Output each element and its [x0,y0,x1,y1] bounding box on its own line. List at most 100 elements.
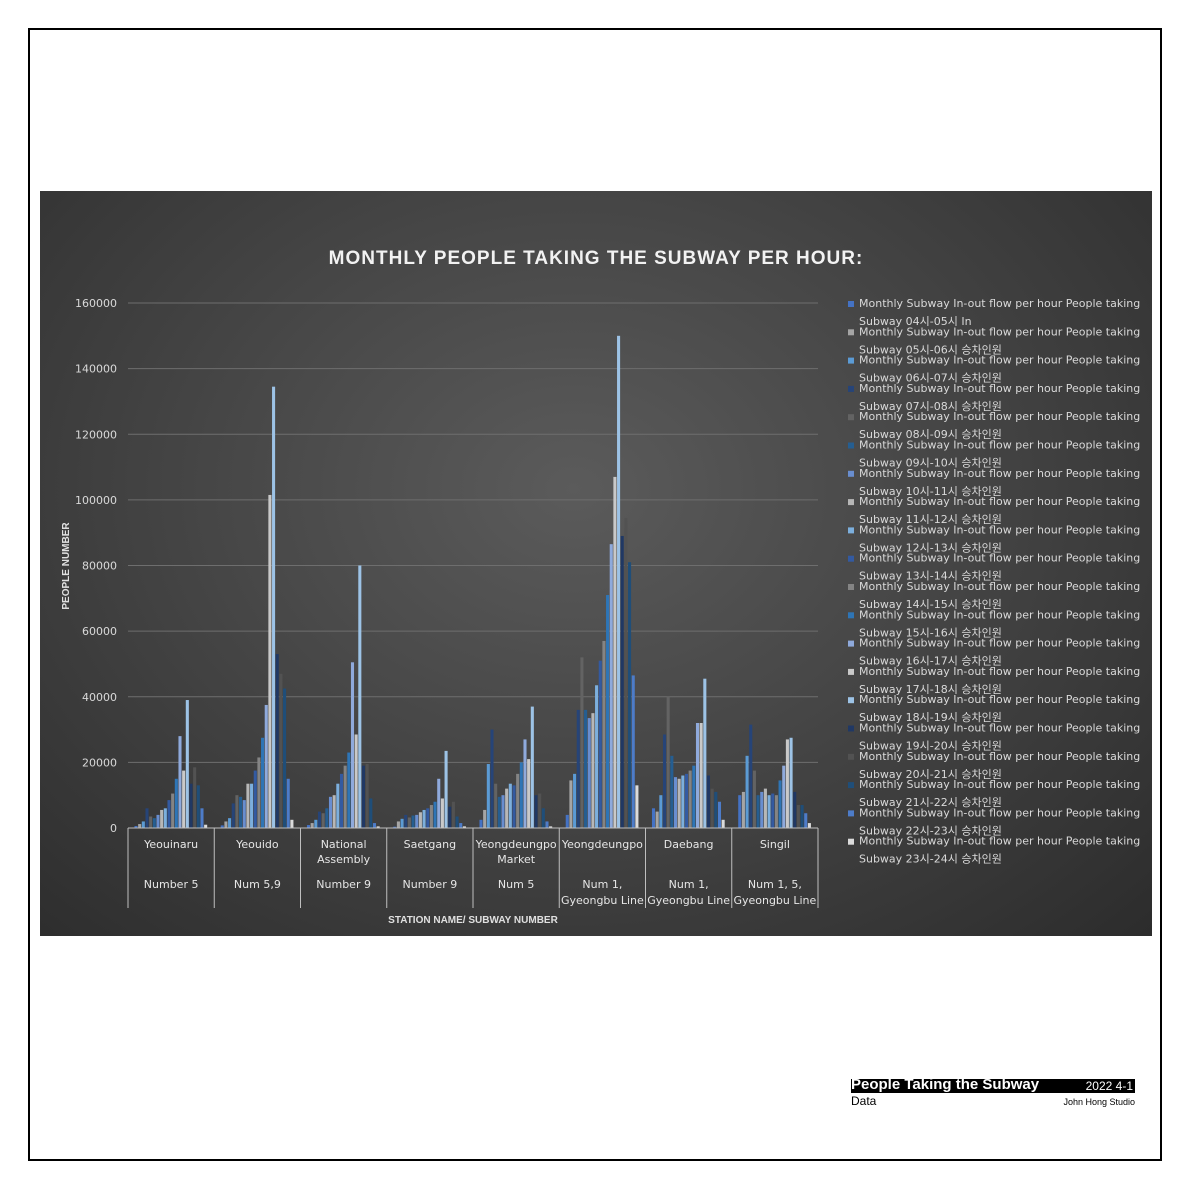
legend-swatch [848,385,854,392]
bar [235,795,239,828]
bar [714,791,718,828]
bar [174,778,178,828]
bar [706,775,711,828]
x-subcategory-label: Num 1, [669,878,709,891]
bar [418,812,422,828]
legend-entry: Monthly Subway In-out flow per hour Peop… [859,439,1140,452]
bar [749,724,753,828]
bar [163,808,167,828]
y-tick-label: 120000 [75,428,117,441]
bar [659,795,663,828]
bar [549,826,553,828]
x-tick-label: Yeongdeungpo [475,838,557,851]
bar [651,808,656,828]
bar [516,773,520,828]
legend-entry-sub: Subway 19시-20시 승차인원 [859,740,1002,753]
bar [688,770,692,828]
bar [512,785,516,828]
caption-date: 2022 4-1 [1085,1079,1133,1093]
bar [738,795,742,828]
legend-entry: Monthly Subway In-out flow per hour Peop… [859,806,1140,819]
bar [332,795,336,828]
bar [339,773,344,828]
x-subcategory-label: Num 5,9 [234,878,281,891]
legend-entry-sub: Subway 14시-15시 승차인원 [859,598,1002,611]
bar [760,791,764,828]
bar [415,814,419,829]
bar [538,793,542,828]
bar [782,765,786,828]
legend-swatch [848,612,854,619]
bar [545,821,549,828]
legend-entry: Monthly Subway In-out flow per hour Peop… [859,354,1140,367]
legend-entry: Monthly Subway In-out flow per hour Peop… [859,693,1140,706]
bar [231,803,235,828]
bar [789,737,793,828]
bar [451,801,455,828]
x-tick-label: National [321,838,367,851]
bar [598,660,602,828]
caption-subtitle: Data [851,1094,877,1108]
bar [149,816,153,828]
legend-swatch [848,782,854,789]
bar [717,801,722,828]
legend-entry: Monthly Subway In-out flow per hour Peop… [859,552,1140,565]
bar [178,736,182,829]
bar [624,517,628,828]
bar [681,775,685,828]
legend-entry: Monthly Subway In-out flow per hour Peop… [859,665,1140,678]
bar [372,823,377,828]
legend-entry-sub: Subway 12시-13시 승차인원 [859,541,1002,554]
bar [741,791,745,828]
legend-entry: Monthly Subway In-out flow per hour Peop… [859,580,1140,593]
x-tick-label: Saetgang [404,838,456,851]
legend-entry: Monthly Subway In-out flow per hour Peop… [859,722,1140,735]
legend-entry: Monthly Subway In-out flow per hour Peop… [859,750,1140,763]
bar [220,825,224,829]
bar [505,788,509,829]
bar [455,816,459,828]
bar [343,765,347,828]
bar [347,752,351,828]
bar [400,818,404,828]
bar [422,809,426,828]
bar [141,821,145,828]
x-tick-label: Yeongdeungpo [561,838,643,851]
bar [257,757,261,828]
bar [501,795,505,828]
y-tick-label: 80000 [82,560,117,573]
legend-swatch [848,640,854,647]
bar [145,808,149,828]
bar [635,785,639,828]
bar [807,823,811,828]
caption-studio: John Hong Studio [1063,1097,1135,1107]
legend-swatch [848,499,854,506]
x-subcategory-label: Number 9 [403,878,458,891]
bar [306,825,311,828]
bar [673,777,678,828]
bar [617,335,621,828]
bar [580,657,584,829]
x-subcategory-label: Number 5 [144,878,199,891]
y-tick-label: 140000 [75,363,117,376]
bar [462,826,466,828]
bar [171,793,175,828]
legend-entry-sub: Subway 10시-11시 승차인원 [859,485,1002,498]
bar [264,704,268,828]
legend-entry: Monthly Subway In-out flow per hour Peop… [859,608,1140,621]
legend-swatch [848,527,854,534]
bar [699,723,703,828]
bar [662,734,667,828]
legend-swatch [848,470,854,477]
bar [185,700,189,828]
bar [785,739,789,828]
bar [756,795,760,828]
x-subcategory-label: Gyeongbu Line [561,894,644,907]
legend-entry: Monthly Subway In-out flow per hour Peop… [859,297,1140,310]
subway-bar-chart: MONTHLY PEOPLE TAKING THE SUBWAY PER HOU… [61,248,1140,926]
legend-swatch [848,668,854,675]
bar [565,814,569,829]
y-tick-label: 160000 [75,297,117,310]
chart-title: MONTHLY PEOPLE TAKING THE SUBWAY PER HOU… [329,248,864,269]
bar [325,808,329,828]
